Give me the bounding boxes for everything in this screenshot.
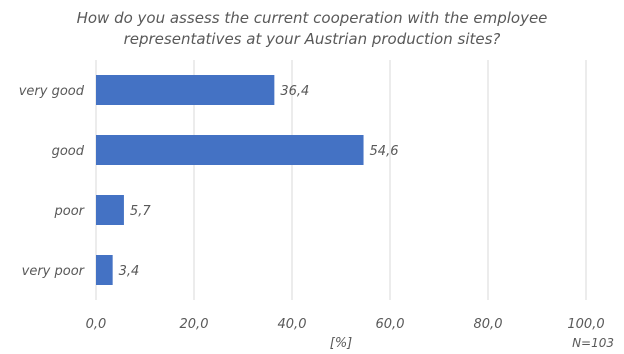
bar-very-poor: [96, 255, 113, 285]
bars: [96, 75, 364, 285]
x-tick-label-0: 0,0: [86, 317, 107, 332]
category-label-good: good: [52, 144, 85, 159]
x-tick-label-2: 40,0: [278, 317, 307, 332]
data-label-poor: 5,7: [130, 204, 151, 219]
sample-size-note: N=103: [572, 336, 614, 350]
category-label-very-good: very good: [19, 84, 85, 99]
x-tick-label-3: 60,0: [376, 317, 405, 332]
data-labels: 36,4 54,6 5,7 3,4: [119, 84, 399, 279]
bar-good: [96, 135, 364, 165]
x-tick-label-1: 20,0: [180, 317, 209, 332]
bar-poor: [96, 195, 124, 225]
x-tick-label-5: 100,0: [567, 317, 604, 332]
x-tick-labels: 0,0 20,0 40,0 60,0 80,0 100,0: [86, 317, 605, 332]
chart-title-line-1: How do you assess the current cooperatio…: [76, 9, 548, 27]
chart-title-line-2: representatives at your Austrian product…: [123, 30, 501, 48]
category-label-poor: poor: [53, 204, 85, 219]
data-label-good: 54,6: [370, 144, 399, 159]
data-label-very-good: 36,4: [280, 84, 309, 99]
bar-very-good: [96, 75, 275, 105]
category-label-very-poor: very poor: [22, 264, 86, 279]
chart-title: How do you assess the current cooperatio…: [0, 8, 624, 50]
x-tick-label-4: 80,0: [474, 317, 503, 332]
data-label-very-poor: 3,4: [119, 264, 140, 279]
x-axis-title: [%]: [330, 336, 353, 351]
category-labels: very good good poor very poor: [19, 84, 86, 279]
